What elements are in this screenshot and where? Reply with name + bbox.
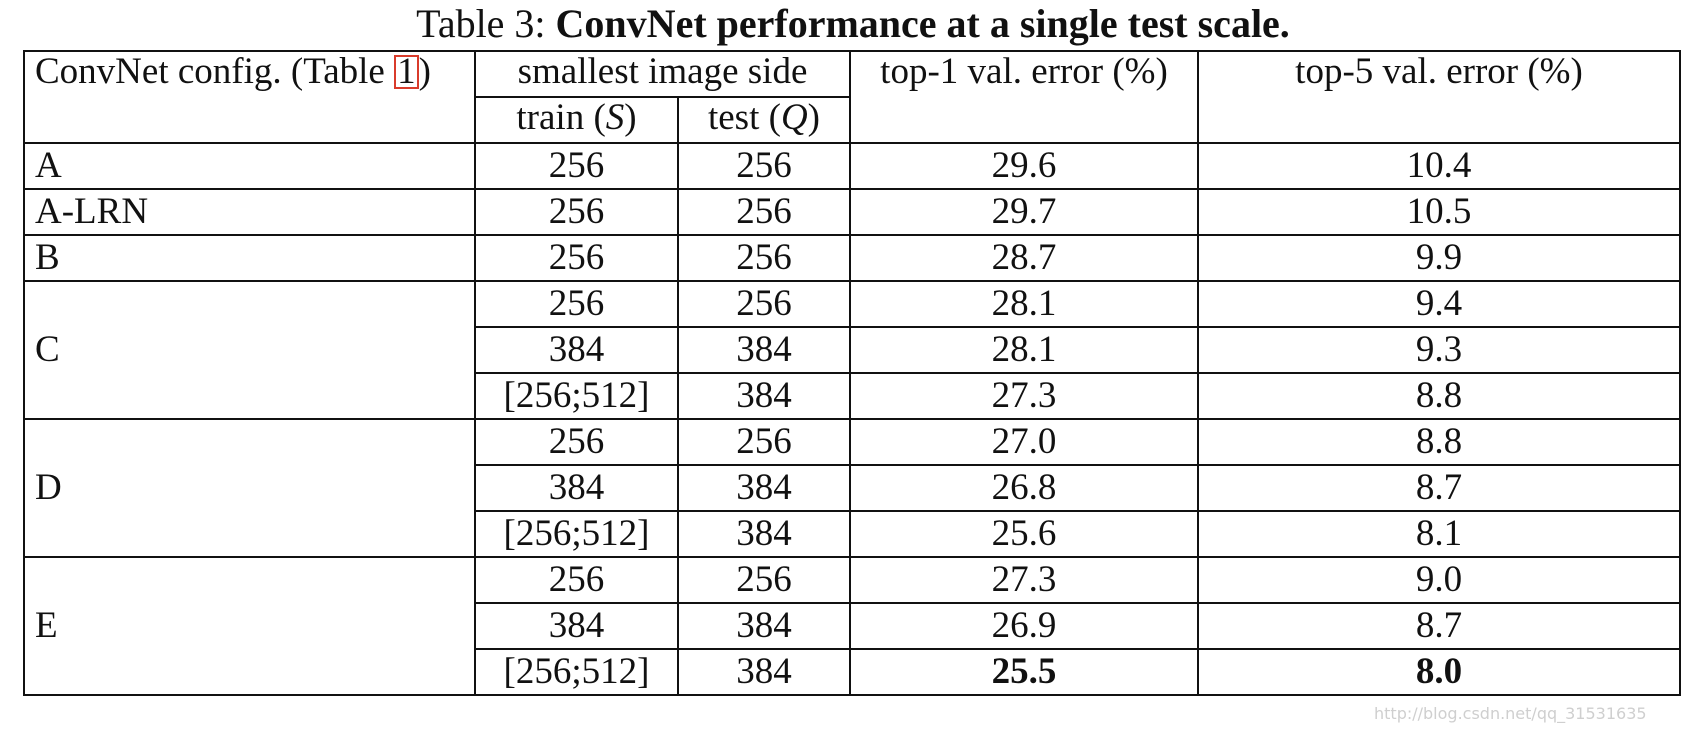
- train-cell: 384: [474, 464, 679, 512]
- header-image-side: smallest image side: [474, 50, 851, 98]
- top5-cell: 9.3: [1197, 326, 1681, 374]
- train-cell: 384: [474, 602, 679, 650]
- header-top1: top-1 val. error (%): [849, 50, 1199, 144]
- train-cell: [256;512]: [474, 648, 679, 696]
- top5-cell: 8.8: [1197, 372, 1681, 420]
- top1-cell: 25.6: [849, 510, 1199, 558]
- header-config: ConvNet config. (Table 1): [23, 50, 476, 144]
- table-row: A 256 256 29.6 10.4: [23, 142, 1681, 190]
- test-cell: 384: [677, 510, 851, 558]
- top5-cell: 8.1: [1197, 510, 1681, 558]
- test-cell: 256: [677, 280, 851, 328]
- train-cell: 256: [474, 234, 679, 282]
- table-row: [256;512] 384 25.6 8.1: [24, 510, 1681, 558]
- train-cell: [256;512]: [474, 510, 679, 558]
- test-cell: 384: [677, 602, 851, 650]
- train-cell: 256: [474, 280, 679, 328]
- top1-cell: 28.7: [849, 234, 1199, 282]
- top1-cell: 27.3: [849, 556, 1199, 604]
- table-row: [256;512] 384 25.5 8.0: [24, 648, 1681, 696]
- train-cell: 256: [474, 418, 679, 466]
- top5-cell: 9.4: [1197, 280, 1681, 328]
- header-train: train (S): [474, 96, 679, 144]
- table-row: D 256 256 27.0 8.8: [23, 418, 1681, 558]
- top1-cell: 26.8: [849, 464, 1199, 512]
- top1-cell: 26.9: [849, 602, 1199, 650]
- header-top5: top-5 val. error (%): [1197, 50, 1681, 144]
- table-row: B 256 256 28.7 9.9: [23, 234, 1681, 282]
- top5-cell: 10.4: [1197, 142, 1681, 190]
- test-cell: 256: [677, 556, 851, 604]
- top5-cell: 10.5: [1197, 188, 1681, 236]
- test-cell: 384: [677, 464, 851, 512]
- config-cell: A: [23, 142, 476, 190]
- top1-cell: 28.1: [849, 326, 1199, 374]
- top5-cell: 8.8: [1197, 418, 1681, 466]
- top5-cell: 8.0: [1197, 648, 1681, 696]
- config-cell: C: [23, 280, 476, 420]
- config-cell: A-LRN: [23, 188, 476, 236]
- table-row: 384 384 28.1 9.3: [24, 326, 1681, 374]
- watermark: http://blog.csdn.net/qq_31531635: [1374, 704, 1647, 723]
- top1-cell: 27.0: [849, 418, 1199, 466]
- train-cell: 256: [474, 188, 679, 236]
- table-row: 384 384 26.9 8.7: [24, 602, 1681, 650]
- table-caption: Table 3: ConvNet performance at a single…: [0, 0, 1706, 50]
- top1-cell: 27.3: [849, 372, 1199, 420]
- table-reference-link[interactable]: 1: [394, 53, 419, 90]
- top5-cell: 8.7: [1197, 464, 1681, 512]
- train-cell: 256: [474, 556, 679, 604]
- test-cell: 384: [677, 372, 851, 420]
- train-cell: 384: [474, 326, 679, 374]
- test-cell: 256: [677, 418, 851, 466]
- top5-cell: 8.7: [1197, 602, 1681, 650]
- table-body: A 256 256 29.6 10.4 A-LRN 256 256 29.7 10.5 B 256 25…: [23, 142, 1681, 696]
- test-cell: 256: [677, 142, 851, 190]
- top1-cell: 28.1: [849, 280, 1199, 328]
- top1-cell: 29.6: [849, 142, 1199, 190]
- results-table: ConvNet config. (Table 1) smallest image…: [23, 50, 1681, 696]
- top1-cell: 25.5: [849, 648, 1199, 696]
- table-row: C 256 256 28.1 9.4: [23, 280, 1681, 420]
- test-cell: 256: [677, 188, 851, 236]
- caption-title: ConvNet performance at a single test sca…: [555, 1, 1290, 46]
- train-cell: 256: [474, 142, 679, 190]
- top1-cell: 29.7: [849, 188, 1199, 236]
- config-cell: B: [23, 234, 476, 282]
- header-test: test (Q): [677, 96, 851, 144]
- table-row: [256;512] 384 27.3 8.8: [24, 372, 1681, 420]
- top5-cell: 9.9: [1197, 234, 1681, 282]
- top5-cell: 9.0: [1197, 556, 1681, 604]
- train-cell: [256;512]: [474, 372, 679, 420]
- table-row: E 256 256 27.3 9.0: [23, 556, 1681, 696]
- test-cell: 384: [677, 326, 851, 374]
- caption-prefix: Table 3:: [416, 1, 556, 46]
- test-cell: 256: [677, 234, 851, 282]
- test-cell: 384: [677, 648, 851, 696]
- table-row: 384 384 26.8 8.7: [24, 464, 1681, 512]
- config-cell: E: [23, 556, 476, 696]
- config-cell: D: [23, 418, 476, 558]
- table-row: A-LRN 256 256 29.7 10.5: [23, 188, 1681, 236]
